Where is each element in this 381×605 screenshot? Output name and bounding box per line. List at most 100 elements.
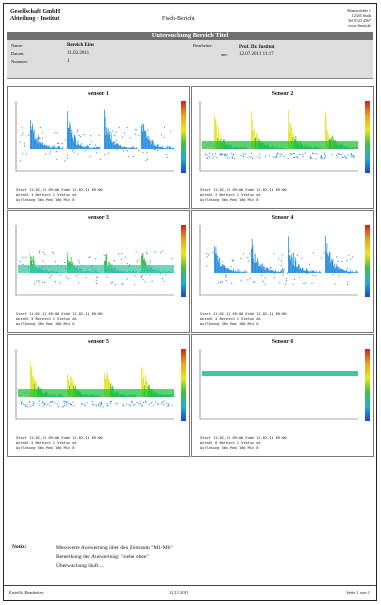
data-bar — [347, 271, 349, 273]
data-bar — [333, 266, 335, 273]
company-line: Gesellschaft GmbH — [10, 9, 61, 15]
data-point — [304, 152, 306, 154]
data-point — [298, 266, 301, 268]
data-point — [303, 282, 305, 284]
data-point — [127, 156, 129, 158]
data-bar — [141, 125, 142, 149]
data-point — [69, 403, 72, 405]
data-bar — [52, 146, 54, 149]
data-point — [346, 259, 348, 262]
color-scale — [365, 225, 370, 297]
data-bar — [218, 258, 220, 273]
data-point — [41, 266, 43, 268]
data-bar — [144, 130, 146, 149]
data-point — [31, 131, 33, 133]
data-point — [154, 401, 156, 403]
data-point — [212, 157, 214, 159]
data-bar — [73, 141, 74, 149]
data-point — [68, 265, 70, 267]
data-point — [153, 149, 155, 151]
data-bar — [156, 146, 157, 149]
data-point — [280, 260, 283, 262]
data-point — [81, 403, 83, 406]
data-point — [278, 258, 280, 260]
data-bar — [115, 144, 117, 149]
data-point — [163, 400, 165, 402]
data-point — [264, 155, 266, 157]
data-bar — [320, 271, 322, 273]
data-point — [338, 153, 340, 156]
data-bar — [33, 256, 34, 273]
data-bar — [234, 271, 236, 273]
data-point — [62, 406, 64, 408]
data-point — [35, 141, 37, 143]
data-point — [79, 136, 81, 138]
data-point — [24, 404, 26, 406]
data-bar — [345, 271, 347, 273]
data-bar — [309, 271, 311, 273]
data-bar — [76, 144, 77, 149]
address-line: www.firma.de — [348, 23, 371, 28]
data-bar — [266, 268, 267, 273]
data-bar — [228, 268, 230, 273]
data-point — [230, 265, 232, 268]
chart-info-line: Start 11.02.11 09:00 Ende 12.02.11 09:00 — [16, 436, 103, 440]
data-point — [22, 132, 24, 134]
data-bar — [292, 264, 294, 273]
data-bar — [214, 118, 216, 149]
data-point — [66, 401, 68, 403]
data-bar — [117, 143, 119, 149]
data-bar — [235, 271, 237, 273]
data-bar — [150, 141, 151, 149]
data-point — [302, 155, 304, 157]
data-bar — [82, 145, 83, 149]
data-point — [135, 133, 137, 135]
chart-title: sensor 5 — [88, 339, 109, 345]
data-point — [275, 155, 277, 157]
data-point — [61, 143, 63, 145]
data-bar — [297, 264, 299, 273]
data-bar — [312, 270, 313, 273]
data-point — [316, 153, 318, 155]
data-bar — [263, 266, 264, 273]
data-point — [38, 400, 40, 402]
data-point — [135, 251, 137, 253]
data-bar — [312, 270, 314, 273]
data-point — [56, 264, 59, 266]
data-point — [109, 402, 111, 404]
data-bar — [346, 269, 347, 273]
data-point — [41, 137, 44, 139]
data-bar — [215, 119, 217, 149]
data-point — [118, 126, 121, 128]
info-value: 12.07.2011 11:17 — [239, 52, 274, 57]
chart-info-line: Start 11.02.11 09:00 Ende 12.02.11 09:00 — [200, 188, 287, 192]
data-point — [115, 139, 117, 142]
data-point — [33, 141, 35, 143]
data-point — [324, 156, 326, 158]
data-bar — [236, 271, 238, 273]
data-point — [73, 148, 75, 150]
data-point — [341, 156, 343, 159]
data-point — [296, 254, 298, 256]
data-point — [95, 404, 97, 406]
data-bar — [69, 121, 71, 149]
data-bar — [281, 270, 282, 273]
data-bar — [116, 143, 117, 149]
data-point — [225, 155, 227, 157]
data-point — [232, 156, 234, 158]
data-point — [340, 269, 342, 271]
data-bar — [106, 253, 108, 273]
data-point — [78, 273, 80, 275]
data-bar — [53, 147, 55, 149]
chart-panel: sensor 3 Start 11.02.11 09:00 Ende 12.02.… — [7, 210, 190, 333]
data-point — [55, 151, 58, 153]
chart-axis — [199, 225, 358, 296]
report-page: Gesellschaft GmbH Abteilung · Institut F… — [3, 3, 377, 601]
data-point — [81, 403, 83, 405]
data-point — [154, 149, 156, 151]
data-point — [27, 406, 29, 408]
data-point — [103, 254, 105, 256]
data-point — [89, 155, 91, 157]
data-bar — [121, 147, 123, 149]
data-bar — [144, 130, 145, 149]
